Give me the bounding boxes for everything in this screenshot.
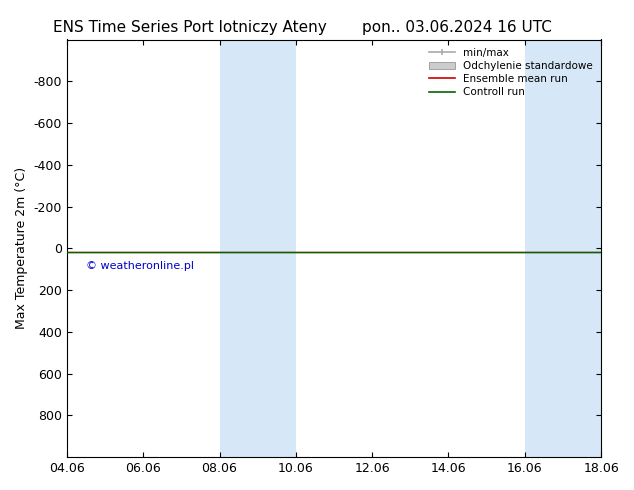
- Bar: [219, 40, 296, 457]
- Text: © weatheronline.pl: © weatheronline.pl: [86, 261, 194, 271]
- Legend: min/max, Odchylenie standardowe, Ensemble mean run, Controll run: min/max, Odchylenie standardowe, Ensembl…: [425, 45, 596, 100]
- Text: ENS Time Series Port lotniczy Ateny: ENS Time Series Port lotniczy Ateny: [53, 20, 327, 35]
- Text: pon.. 03.06.2024 16 UTC: pon.. 03.06.2024 16 UTC: [361, 20, 552, 35]
- Bar: [525, 40, 601, 457]
- Y-axis label: Max Temperature 2m (°C): Max Temperature 2m (°C): [15, 167, 28, 329]
